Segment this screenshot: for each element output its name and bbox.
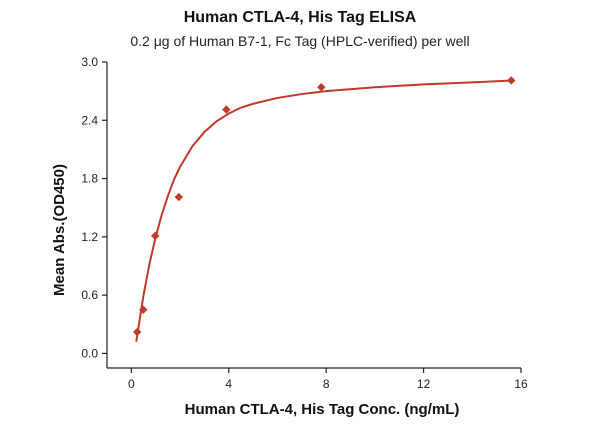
data-point [507, 76, 516, 85]
x-axis-label: Human CTLA-4, His Tag Conc. (ng/mL) [185, 401, 460, 418]
data-point [139, 305, 148, 314]
plot-area: 0.0 0.6 1.2 1.8 2.4 3.0 0 4 8 12 16 [81, 55, 528, 391]
y-axis-ticks: 0.0 0.6 1.2 1.8 2.4 3.0 [81, 55, 107, 360]
x-tick-label: 0 [128, 377, 135, 391]
x-axis-ticks: 0 4 8 12 16 [128, 368, 528, 391]
y-tick-label: 1.8 [81, 172, 98, 186]
data-point [174, 192, 184, 202]
data-point [222, 105, 231, 114]
x-tick-label: 8 [323, 377, 330, 391]
x-tick-label: 4 [225, 377, 232, 391]
chart-title: Human CTLA-4, His Tag ELISA [184, 9, 417, 26]
x-tick-label: 12 [417, 377, 431, 391]
y-tick-label: 0.6 [81, 288, 98, 302]
data-points [132, 76, 516, 337]
y-tick-label: 2.4 [81, 113, 98, 127]
fit-curve-line [135, 79, 512, 342]
data-point [132, 327, 142, 337]
y-tick-label: 3.0 [81, 55, 98, 69]
y-tick-label: 0.0 [81, 346, 98, 360]
data-point [151, 231, 160, 241]
data-point [317, 83, 326, 92]
x-tick-label: 16 [514, 377, 528, 391]
y-tick-label: 1.2 [81, 230, 98, 244]
chart-subtitle: 0.2 μg of Human B7-1, Fc Tag (HPLC-verif… [130, 33, 469, 49]
y-axis-label: Mean Abs.(OD450) [51, 164, 68, 296]
